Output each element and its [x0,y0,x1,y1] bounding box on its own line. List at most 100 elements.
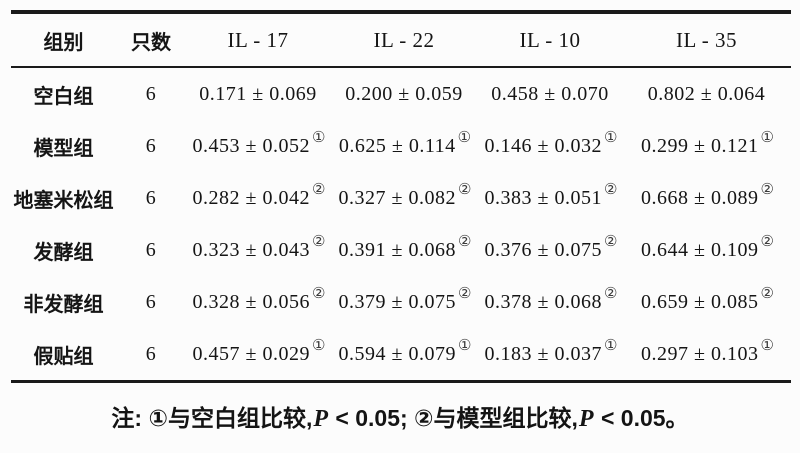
significance-marker: ① [604,130,618,147]
il35-value-cell: 0.668 ± 0.089 ② [622,172,791,224]
il22-value-cell: 0.594 ± 0.079 ① [330,328,478,382]
il22-value-cell: 0.200 ± 0.059 [330,67,478,120]
measure-value: 0.171 ± 0.069 [199,82,317,105]
il10-value-cell: 0.146 ± 0.032 ① [478,120,622,172]
group-name: 空白组 [33,85,94,108]
footnote-text: < 0.05。 [594,405,689,431]
measure-value: 0.328 ± 0.056 [192,290,311,313]
measure-value: 0.327 ± 0.082 [338,186,457,209]
significance-marker: ① [457,130,472,147]
significance-marker: ② [312,182,326,199]
table-footnote: 注: ①与空白组比较,P < 0.05; ②与模型组比较,P < 0.05。 [0,398,800,442]
il17-value-cell: 0.453 ± 0.052 ① [186,120,330,172]
significance-marker: ② [458,286,472,303]
measure-value: 0.453 ± 0.052 [192,134,311,157]
significance-marker: ① [312,130,326,147]
significance-marker: ① [760,338,774,355]
significance-marker: ② [760,286,774,303]
significance-marker: ② [604,182,618,199]
measure-value: 0.594 ± 0.079 [338,342,457,365]
measure-value: 0.376 ± 0.075 [484,238,603,261]
header-count: 只数 [131,31,171,54]
il10-value-cell: 0.183 ± 0.037 ① [478,328,622,382]
group-name: 模型组 [33,137,94,160]
animal-count: 6 [145,342,157,365]
header-il17: IL - 17 [227,27,289,52]
significance-marker: ② [604,234,618,251]
il17-value-cell: 0.282 ± 0.042 ② [186,172,330,224]
il22-value-cell: 0.327 ± 0.082 ② [330,172,478,224]
table-row: 模型组 6 0.453 ± 0.052 ① 0.625 ± 0.114 ① 0.14… [11,120,791,172]
table-row: 假贴组 6 0.457 ± 0.029 ① 0.594 ± 0.079 ① 0.18… [11,328,791,382]
significance-marker: ① [312,338,326,355]
measure-value: 0.323 ± 0.043 [192,238,311,261]
il22-value-cell: 0.391 ± 0.068 ② [330,224,478,276]
footnote-p-symbol: P [578,406,594,432]
measure-value: 0.383 ± 0.051 [484,186,603,209]
animal-count: 6 [145,134,157,157]
significance-marker: ② [458,182,472,199]
measure-value: 0.297 ± 0.103 [641,342,759,365]
footnote-text: < 0.05; ②与模型组比较, [329,405,578,431]
il17-value-cell: 0.457 ± 0.029 ① [186,328,330,382]
significance-marker: ② [312,286,326,303]
il35-value-cell: 0.299 ± 0.121 ① [622,120,791,172]
measure-value: 0.668 ± 0.089 [641,186,759,209]
animal-count: 6 [145,82,157,105]
measure-value: 0.378 ± 0.068 [484,290,603,313]
il10-value-cell: 0.376 ± 0.075 ② [478,224,622,276]
group-name: 假贴组 [33,345,94,368]
table-row: 发酵组 6 0.323 ± 0.043 ② 0.391 ± 0.068 ② 0.37… [11,224,791,276]
group-name: 发酵组 [33,241,94,264]
group-name: 非发酵组 [23,293,104,316]
footnote-p-symbol: P [313,406,329,432]
il10-value-cell: 0.383 ± 0.051 ② [478,172,622,224]
il10-value-cell: 0.458 ± 0.070 [478,67,622,120]
significance-marker: ② [604,286,618,303]
significance-marker: ① [760,130,774,147]
animal-count: 6 [145,290,157,313]
il17-value-cell: 0.171 ± 0.069 [186,67,330,120]
table-header-row: 组别 只数 IL - 17 IL - 22 IL - 10 IL - 35 [11,12,791,67]
significance-marker: ② [760,182,774,199]
measure-value: 0.183 ± 0.037 [484,342,603,365]
measure-value: 0.299 ± 0.121 [641,134,759,157]
significance-marker: ② [458,234,472,251]
il35-value-cell: 0.802 ± 0.064 [622,67,791,120]
header-il35: IL - 35 [675,27,738,52]
measure-value: 0.200 ± 0.059 [345,82,463,105]
significance-marker: ② [312,234,326,251]
table-row: 空白组 6 0.171 ± 0.069 0.200 ± 0.059 0.458 … [11,67,791,120]
measure-value: 0.146 ± 0.032 [484,134,603,157]
measure-value: 0.282 ± 0.042 [192,186,311,209]
il22-value-cell: 0.379 ± 0.075 ② [330,276,478,328]
header-il10: IL - 10 [519,27,581,52]
measure-value: 0.457 ± 0.029 [192,342,311,365]
il35-value-cell: 0.644 ± 0.109 ② [622,224,791,276]
il17-value-cell: 0.328 ± 0.056 ② [186,276,330,328]
header-il22: IL - 22 [373,27,435,52]
results-table: 组别 只数 IL - 17 IL - 22 IL - 10 IL - 35 空白… [11,10,791,383]
measure-value: 0.625 ± 0.114 [338,134,456,157]
il10-value-cell: 0.378 ± 0.068 ② [478,276,622,328]
footnote-text: 注: ①与空白组比较, [111,405,313,431]
table-row: 非发酵组 6 0.328 ± 0.056 ② 0.379 ± 0.075 ② 0.3… [11,276,791,328]
measure-value: 0.802 ± 0.064 [647,82,766,105]
measure-value: 0.659 ± 0.085 [641,290,759,313]
il35-value-cell: 0.297 ± 0.103 ① [622,328,791,382]
significance-marker: ① [604,338,618,355]
il35-value-cell: 0.659 ± 0.085 ② [622,276,791,328]
il17-value-cell: 0.323 ± 0.043 ② [186,224,330,276]
significance-marker: ① [458,338,472,355]
significance-marker: ② [760,234,774,251]
animal-count: 6 [145,186,157,209]
group-name: 地塞米松组 [13,189,114,212]
header-group: 组别 [43,31,84,54]
il22-value-cell: 0.625 ± 0.114 ① [330,120,478,172]
measure-value: 0.458 ± 0.070 [491,82,609,105]
measure-value: 0.379 ± 0.075 [338,290,457,313]
table-row: 地塞米松组 6 0.282 ± 0.042 ② 0.327 ± 0.082 ② 0.… [11,172,791,224]
measure-value: 0.391 ± 0.068 [338,238,457,261]
animal-count: 6 [145,238,157,261]
